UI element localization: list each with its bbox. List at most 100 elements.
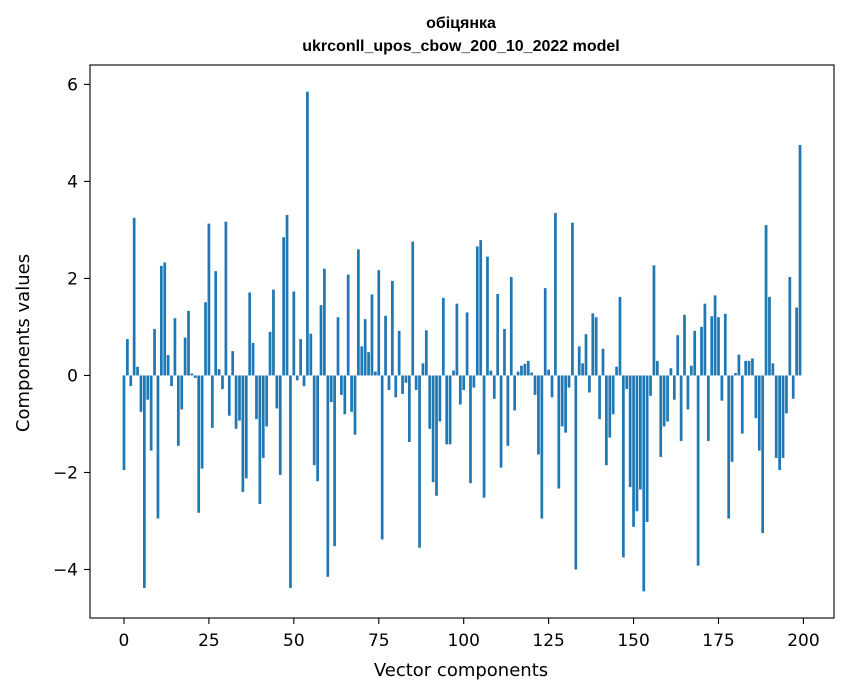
- bar-26: [210, 375, 214, 428]
- bar-15: [173, 318, 177, 376]
- bar-97: [452, 370, 455, 376]
- bar-120: [530, 372, 533, 376]
- bar-90: [428, 375, 432, 429]
- bar-70: [360, 346, 364, 376]
- bar-123: [540, 375, 544, 519]
- bar-77: [384, 315, 387, 376]
- bar-24: [204, 302, 207, 376]
- bar-100: [462, 375, 466, 391]
- bar-65: [343, 375, 347, 415]
- bar-87: [418, 375, 421, 548]
- y-tick-label: −4: [53, 560, 78, 580]
- bar-196: [788, 276, 792, 376]
- bar-166: [686, 375, 690, 410]
- bar-148: [625, 375, 629, 390]
- bar-73: [370, 294, 374, 376]
- bar-179: [730, 375, 734, 462]
- bar-184: [747, 360, 751, 376]
- x-tick-label: 50: [283, 631, 305, 651]
- bar-168: [693, 330, 697, 376]
- bar-161: [669, 368, 673, 376]
- x-tick-label: 100: [447, 631, 479, 651]
- bar-21: [193, 375, 197, 378]
- bar-98: [455, 303, 459, 376]
- x-tick-label: 200: [787, 631, 819, 651]
- bar-53: [302, 375, 306, 387]
- y-axis-label: Components values: [13, 254, 34, 432]
- bar-85: [411, 241, 415, 376]
- bar-72: [367, 352, 370, 376]
- bar-172: [706, 375, 710, 441]
- bar-171: [703, 303, 707, 376]
- bar-131: [567, 375, 571, 388]
- bar-157: [655, 360, 659, 376]
- bar-191: [771, 363, 775, 376]
- bar-187: [757, 375, 761, 451]
- bar-61: [329, 375, 333, 403]
- bar-118: [523, 363, 527, 376]
- bar-9: [153, 328, 156, 376]
- bar-39: [255, 375, 258, 420]
- bar-30: [224, 221, 228, 376]
- bar-83: [404, 375, 408, 383]
- y-axis-ticks: −4 −2 0 2 4 6: [53, 75, 90, 580]
- bar-93: [438, 375, 442, 422]
- bar-112: [503, 328, 506, 376]
- x-tick-label: 75: [368, 631, 390, 651]
- bar-91: [431, 375, 435, 483]
- bar-23: [200, 375, 204, 469]
- bar-129: [560, 375, 564, 427]
- x-tick-label: 25: [198, 631, 220, 651]
- y-tick-label: 2: [67, 269, 78, 289]
- bar-50: [292, 291, 296, 376]
- bar-46: [278, 375, 282, 475]
- x-axis-label: Vector components: [374, 660, 548, 681]
- bar-165: [683, 314, 686, 376]
- bar-160: [666, 375, 669, 422]
- bar-38: [251, 342, 255, 376]
- bar-106: [482, 375, 486, 498]
- bar-44: [272, 289, 275, 376]
- x-tick-label: 150: [617, 631, 649, 651]
- x-axis-ticks: 0 25 50 75 100 125 150 175 200: [119, 618, 820, 651]
- bar-132: [571, 222, 574, 376]
- bar-82: [401, 375, 404, 394]
- bar-14: [170, 375, 173, 387]
- bar-86: [414, 375, 418, 391]
- bar-6: [143, 375, 146, 588]
- bar-117: [520, 365, 523, 376]
- bar-122: [537, 375, 540, 455]
- bar-110: [496, 293, 500, 376]
- bar-84: [407, 375, 411, 442]
- bar-145: [615, 366, 618, 376]
- x-tick-label: 175: [702, 631, 734, 651]
- bar-114: [509, 276, 513, 376]
- bar-42: [265, 375, 269, 427]
- bar-47: [282, 237, 285, 376]
- bar-17: [180, 375, 184, 410]
- bar-16: [176, 375, 180, 446]
- bar-173: [710, 316, 714, 376]
- bar-190: [768, 296, 771, 376]
- bar-135: [581, 363, 584, 376]
- bar-115: [513, 375, 517, 411]
- bar-194: [781, 375, 785, 458]
- bar-94: [441, 297, 445, 376]
- bar-96: [448, 375, 452, 445]
- bar-58: [319, 305, 323, 376]
- bar-41: [261, 375, 265, 458]
- bar-105: [479, 240, 483, 376]
- bar-0: [122, 375, 126, 471]
- bar-108: [489, 370, 493, 376]
- bar-113: [506, 375, 510, 446]
- bar-193: [778, 375, 781, 471]
- bar-198: [795, 307, 798, 376]
- bar-31: [227, 375, 231, 416]
- bar-12: [163, 262, 167, 376]
- bar-139: [594, 317, 598, 376]
- bar-40: [258, 375, 262, 505]
- bar-192: [774, 375, 778, 458]
- bar-146: [618, 296, 622, 376]
- bar-5: [139, 375, 143, 412]
